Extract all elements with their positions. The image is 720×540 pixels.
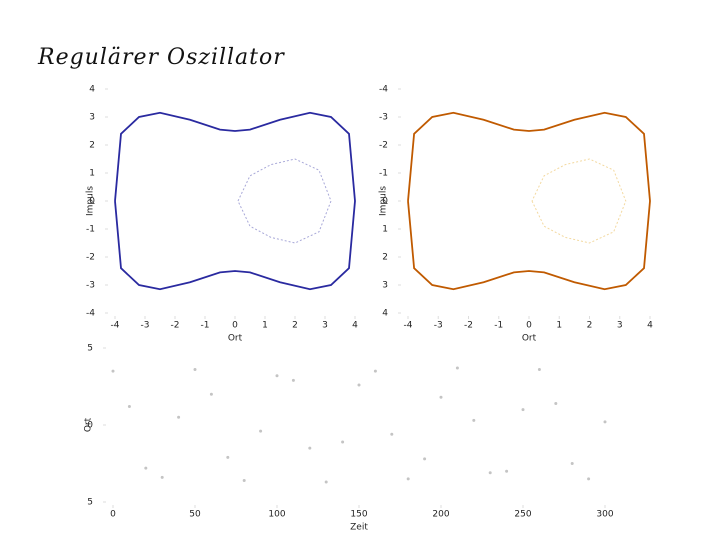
data-point — [177, 415, 181, 419]
data-point — [455, 366, 459, 370]
x-tick-label: 0 — [110, 510, 116, 520]
data-point — [242, 478, 246, 482]
x-tick-label: 100 — [268, 510, 285, 520]
x-tick-label: -3 — [434, 321, 443, 331]
orbit-line — [114, 111, 356, 291]
y-tick-label: -2 — [379, 141, 388, 151]
data-point — [308, 446, 312, 450]
data-point — [111, 369, 115, 373]
x-tick-label: -3 — [141, 321, 150, 331]
y-tick-label: 5 — [87, 344, 93, 354]
data-point — [275, 374, 279, 378]
y-tick-label: 2 — [89, 141, 95, 151]
y-tick-label: -3 — [379, 113, 388, 123]
data-point — [406, 477, 410, 481]
y-axis-label: Ort — [84, 417, 94, 432]
y-tick-label: 5 — [87, 498, 93, 508]
y-tick-label: -4 — [379, 85, 388, 95]
x-tick-label: 3 — [322, 321, 328, 331]
data-point — [357, 383, 361, 387]
data-point — [160, 475, 164, 479]
x-tick-label: 2 — [292, 321, 298, 331]
orbit-line — [237, 158, 332, 244]
y-tick-label: 3 — [89, 113, 95, 123]
x-tick-label: 1 — [262, 321, 268, 331]
data-point — [554, 401, 558, 405]
x-tick-label: 150 — [350, 510, 367, 520]
x-axis-label: Ort — [522, 334, 537, 344]
data-point — [488, 471, 492, 475]
x-tick-label: 200 — [432, 510, 449, 520]
x-tick-label: 4 — [352, 321, 358, 331]
x-tick-label: 0 — [232, 321, 238, 331]
x-tick-label: -2 — [464, 321, 473, 331]
orbit-line — [531, 158, 627, 244]
y-tick-label: -2 — [86, 253, 95, 263]
data-point — [423, 457, 427, 461]
x-tick-label: 1 — [556, 321, 562, 331]
y-tick-label: 2 — [382, 253, 388, 263]
x-tick-label: 250 — [514, 510, 531, 520]
y-tick-label: 0 — [87, 421, 93, 431]
data-point — [570, 462, 574, 465]
y-tick-label: -1 — [86, 225, 95, 235]
y-axis-label: Impuls — [379, 186, 389, 216]
data-point — [521, 408, 525, 412]
data-point — [127, 405, 131, 409]
slide-title: Regulärer Oszillator — [37, 45, 285, 70]
data-point — [505, 469, 509, 473]
y-tick-label: 3 — [382, 281, 388, 291]
x-axis-label: Zeit — [350, 523, 368, 533]
y-tick-label: 1 — [89, 169, 95, 179]
y-tick-label: -1 — [379, 169, 388, 179]
data-point — [439, 395, 443, 399]
data-point — [390, 432, 394, 436]
y-tick-label: -3 — [86, 281, 95, 291]
x-tick-label: -4 — [404, 321, 413, 331]
x-tick-label: -2 — [171, 321, 180, 331]
orbit-line — [407, 111, 651, 291]
data-point — [373, 369, 377, 373]
x-tick-label: -1 — [494, 321, 503, 331]
data-point — [341, 440, 345, 444]
data-point — [291, 378, 295, 382]
x-tick-label: 4 — [647, 321, 653, 331]
y-tick-label: 0 — [89, 197, 95, 207]
x-tick-label: -4 — [111, 321, 120, 331]
x-tick-label: 50 — [189, 510, 201, 520]
data-point — [193, 368, 197, 372]
x-axis-label: Ort — [228, 334, 243, 344]
y-tick-label: 4 — [382, 309, 388, 319]
data-point — [226, 455, 230, 459]
y-tick-label: -4 — [86, 309, 95, 319]
x-tick-label: 300 — [596, 510, 613, 520]
y-tick-label: 1 — [382, 225, 388, 235]
y-axis-label: Impuls — [86, 186, 96, 216]
data-point — [144, 466, 148, 470]
data-point — [324, 480, 328, 484]
data-point — [259, 429, 263, 433]
y-tick-label: 4 — [89, 85, 95, 95]
x-tick-label: 0 — [526, 321, 532, 331]
data-point — [209, 392, 213, 396]
y-tick-label: 0 — [382, 197, 388, 207]
data-point — [537, 368, 541, 372]
x-tick-label: 3 — [617, 321, 623, 331]
x-tick-label: 2 — [587, 321, 593, 331]
data-point — [587, 477, 591, 481]
x-tick-label: -1 — [201, 321, 210, 331]
data-point — [603, 420, 607, 424]
data-point — [472, 418, 476, 422]
